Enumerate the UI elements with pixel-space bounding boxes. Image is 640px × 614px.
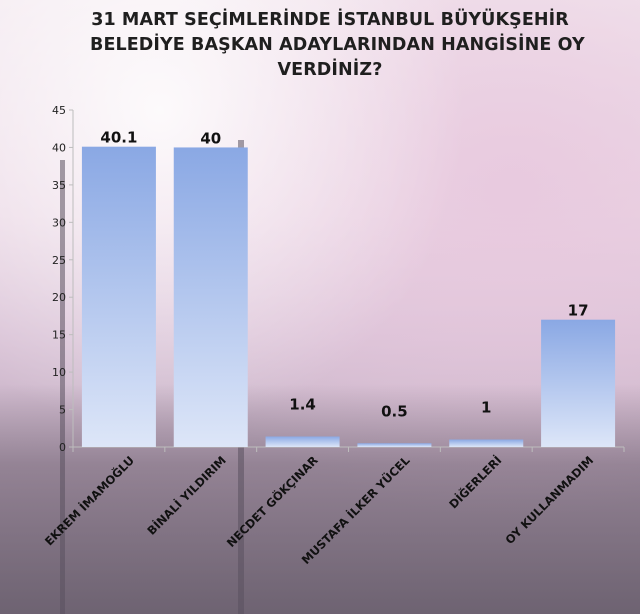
data-label: 40 [200, 129, 221, 147]
y-tick-label: 0 [59, 441, 66, 454]
y-tick-label: 10 [52, 366, 66, 379]
bar [265, 436, 340, 447]
bar [541, 319, 616, 447]
chart-title-line: 31 MART SEÇİMLERİNDE İSTANBUL BÜYÜKŞEHİR [91, 10, 569, 30]
category-label: BİNALİ YILDIRIM [144, 453, 229, 538]
bar [173, 147, 248, 447]
y-tick-label: 30 [52, 216, 66, 229]
category-label: EKREM İMAMOĞLU [41, 453, 137, 549]
data-label: 0.5 [381, 402, 408, 420]
background-mast [60, 160, 65, 614]
bar [449, 439, 524, 447]
y-tick-label: 5 [59, 404, 66, 417]
y-tick-label: 20 [52, 291, 66, 304]
y-tick-label: 25 [52, 254, 66, 267]
data-label: 17 [568, 302, 589, 320]
chart-title-line: VERDİNİZ? [277, 60, 383, 80]
chart-title-line: BELEDİYE BAŞKAN ADAYLARINDAN HANGİSİNE O… [90, 35, 585, 55]
category-label: NECDET GÖKÇINAR [223, 452, 321, 550]
y-tick-label: 45 [52, 104, 66, 117]
data-label: 40.1 [100, 129, 137, 147]
bar [81, 146, 156, 447]
y-tick-label: 15 [52, 329, 66, 342]
category-label: DİĞERLERİ [445, 453, 504, 512]
data-label: 1.4 [289, 396, 316, 414]
chart-title: 31 MART SEÇİMLERİNDE İSTANBUL BÜYÜKŞEHİR… [90, 8, 585, 83]
bar [357, 443, 432, 447]
y-tick-label: 35 [52, 179, 66, 192]
category-label: MUSTAFA İLKER YÜCEL [298, 452, 413, 567]
category-label: OY KULLANMADIM [502, 453, 596, 547]
data-label: 1 [481, 399, 491, 417]
y-tick-label: 40 [52, 141, 66, 154]
